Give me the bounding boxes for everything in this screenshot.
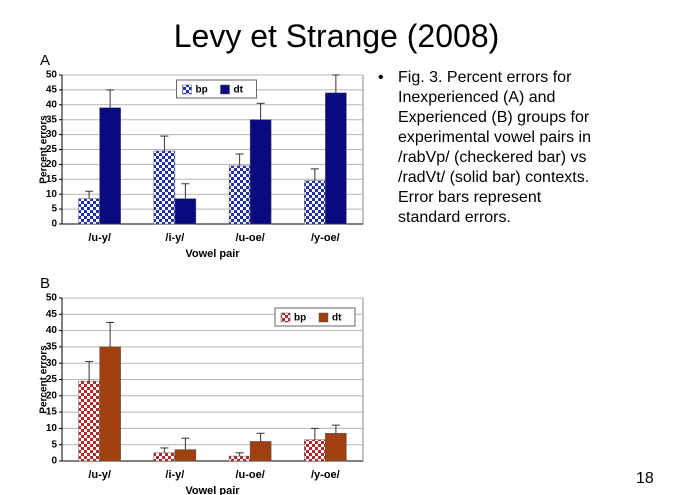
caption-line: Fig. 3. Percent errors for: [398, 69, 572, 86]
caption-line: Inexperienced (A) and: [398, 89, 556, 106]
y-tick-label: 40: [46, 325, 58, 336]
y-tick-label: 5: [51, 439, 57, 450]
bar: [249, 119, 272, 225]
x-tick-label: /y-oe/: [311, 469, 340, 481]
y-tick-label: 50: [46, 70, 58, 81]
y-tick-label: 30: [46, 358, 58, 369]
x-tick-label: /u-oe/: [235, 232, 264, 244]
caption-line: experimental vowel pairs in: [398, 129, 591, 146]
legend-box: [176, 79, 257, 99]
panel-label: B: [40, 275, 50, 292]
y-tick-label: 5: [51, 204, 57, 215]
bar: [249, 441, 272, 462]
y-tick-label: 25: [46, 374, 58, 385]
caption: • Fig. 3. Percent errors for Inexperienced…: [378, 68, 668, 228]
bar: [174, 449, 197, 462]
legend-label: dt: [332, 313, 342, 324]
bar: [325, 433, 347, 462]
caption-line: standard errors.: [398, 209, 511, 226]
bar: [304, 439, 326, 462]
caption-line: Experienced (B) groups for: [398, 109, 590, 126]
x-tick-label: /i-y/: [165, 469, 184, 481]
bullet: •: [378, 69, 384, 86]
y-tick-label: 0: [51, 456, 57, 467]
bar: [78, 198, 100, 225]
y-axis-title: Percent errors: [39, 345, 50, 414]
y-tick-label: 20: [46, 390, 58, 401]
legend-box: [274, 307, 356, 327]
bar: [99, 107, 121, 225]
y-tick-label: 30: [46, 129, 58, 140]
y-tick-label: 35: [46, 114, 58, 125]
legend-swatch: [280, 312, 291, 323]
y-tick-label: 25: [46, 144, 58, 155]
y-tick-label: 45: [46, 85, 58, 96]
panel-label: A: [40, 52, 50, 69]
y-axis-title: Percent errors: [39, 115, 50, 184]
bar: [99, 346, 121, 462]
x-tick-label: /y-oe/: [311, 232, 340, 244]
y-tick-label: 20: [46, 159, 58, 170]
bar: [153, 150, 176, 225]
y-tick-label: 35: [46, 342, 58, 353]
legend-swatch: [318, 312, 329, 323]
x-tick-label: /u-y/: [88, 469, 111, 481]
legend-swatch: [182, 84, 192, 95]
y-tick-label: 10: [46, 189, 58, 200]
y-tick-label: 0: [51, 219, 57, 230]
x-tick-label: /i-y/: [165, 232, 184, 244]
x-axis-title: Vowel pair: [185, 485, 240, 495]
bar: [325, 92, 347, 225]
bar: [153, 452, 176, 462]
bar: [78, 380, 100, 462]
legend-swatch: [220, 84, 230, 95]
y-tick-label: 45: [46, 309, 58, 320]
caption-line: /radVt/ (solid bar) contexts.: [398, 169, 590, 186]
legend-label: dt: [234, 85, 244, 96]
caption-line: Error bars represent: [398, 189, 542, 206]
y-tick-label: 50: [46, 293, 58, 304]
bar: [228, 165, 251, 225]
legend-label: bp: [294, 313, 306, 324]
x-tick-label: /u-y/: [88, 232, 111, 244]
y-tick-label: 15: [46, 407, 58, 418]
bar: [174, 198, 197, 225]
bar: [228, 455, 251, 462]
caption-line: /rabVp/ (checkered bar) vs: [398, 149, 587, 166]
y-tick-label: 15: [46, 174, 58, 185]
x-axis-title: Vowel pair: [185, 248, 240, 260]
legend-label: bp: [196, 85, 208, 96]
bar: [304, 180, 326, 225]
page-number: 18: [636, 470, 654, 487]
y-tick-label: 40: [46, 99, 58, 110]
x-tick-label: /u-oe/: [235, 469, 264, 481]
y-tick-label: 10: [46, 423, 58, 434]
slide-title: Levy et Strange (2008): [173, 18, 500, 54]
